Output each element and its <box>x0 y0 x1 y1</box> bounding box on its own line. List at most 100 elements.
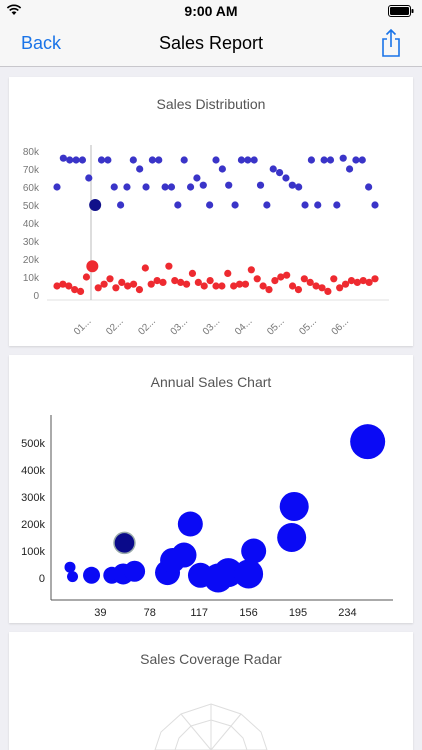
annual-sales-chart[interactable]: 0 100k 200k 300k 400k 500k 39 78 117 156 195 234 <box>9 355 413 623</box>
data-bubble <box>67 571 79 583</box>
red-data-point <box>359 277 367 285</box>
blue-data-point <box>301 201 309 209</box>
red-data-point <box>253 275 261 283</box>
red-data-point <box>86 260 99 273</box>
x-tick-label: 117 <box>190 607 208 619</box>
red-data-point <box>147 280 155 288</box>
blue-data-point <box>66 156 74 164</box>
sales-distribution-chart[interactable]: 0 10k 20k 30k 40k 50k 60k 70k 80k 01... 02... 02...… <box>9 77 413 346</box>
y-tick-label: 0 <box>39 573 45 585</box>
blue-data-point <box>256 181 265 189</box>
blue-data-point <box>231 201 239 209</box>
blue-data-point <box>89 199 102 211</box>
battery-icon <box>388 5 414 17</box>
data-bubble <box>234 559 264 589</box>
blue-data-point <box>97 156 106 164</box>
red-data-point <box>212 282 220 290</box>
data-bubble <box>64 561 76 573</box>
red-data-point <box>65 282 73 290</box>
blue-data-point <box>225 181 233 189</box>
share-icon[interactable] <box>380 28 402 58</box>
annual-sales-card: Annual Sales Chart 0 100k 200k 300k 400k 500k… <box>9 355 413 623</box>
blue-data-point <box>352 156 360 164</box>
red-data-point <box>247 266 255 274</box>
chart-title: Annual Sales Chart <box>150 374 272 390</box>
chart-title: Sales Coverage Radar <box>140 651 282 667</box>
red-data-point <box>235 280 244 288</box>
chart-title: Sales Distribution <box>156 96 266 112</box>
radar-chart[interactable] <box>9 632 413 750</box>
red-data-point <box>118 278 126 286</box>
data-bubble <box>277 523 307 552</box>
blue-data-point <box>345 165 354 173</box>
data-bubble <box>124 560 146 582</box>
y-tick-label: 400k <box>21 465 45 477</box>
blue-data-point <box>142 183 150 191</box>
red-data-point <box>135 286 144 294</box>
red-data-point <box>200 282 208 290</box>
red-data-point <box>224 269 232 277</box>
back-button[interactable]: Back <box>21 33 62 53</box>
blue-data-point <box>282 174 290 182</box>
data-bubble <box>241 538 267 564</box>
blue-data-point <box>85 174 93 182</box>
blue-data-point <box>326 156 335 164</box>
blue-data-point <box>78 156 87 164</box>
x-tick-label: 02... <box>136 316 158 338</box>
page-title: Sales Report <box>158 33 264 53</box>
x-tick-label: 02... <box>104 316 126 338</box>
blue-data-point <box>129 156 137 164</box>
x-tick-label: 39 <box>94 607 106 619</box>
red-data-point <box>59 280 67 288</box>
red-data-point <box>106 275 114 283</box>
data-bubble <box>177 511 203 537</box>
red-data-point <box>112 284 120 292</box>
blue-data-point <box>186 183 195 191</box>
red-data-point <box>371 275 379 283</box>
blue-data-point <box>295 183 303 191</box>
red-data-point <box>306 278 314 286</box>
y-tick-label: 10k <box>23 273 40 284</box>
red-data-point <box>141 264 149 272</box>
y-tick-label: 500k <box>21 438 45 450</box>
blue-data-point <box>269 165 277 173</box>
y-tick-label: 70k <box>23 165 40 176</box>
x-tick-label: 156 <box>239 607 257 619</box>
red-data-point <box>330 275 338 283</box>
blue-data-point <box>155 156 163 164</box>
blue-data-point <box>250 156 258 164</box>
red-data-point <box>312 282 320 290</box>
red-data-point <box>300 275 308 283</box>
wifi-icon <box>6 4 22 15</box>
blue-data-point <box>320 156 328 164</box>
blue-data-point <box>117 201 125 209</box>
blue-data-point <box>167 183 176 191</box>
red-data-point <box>206 277 214 285</box>
red-data-point <box>259 282 267 290</box>
red-data-point <box>76 287 85 295</box>
red-data-point <box>288 282 297 290</box>
red-data-point <box>230 282 238 290</box>
red-data-point <box>353 278 361 286</box>
red-data-point <box>94 284 102 292</box>
red-data-point <box>100 280 108 288</box>
red-data-point <box>324 287 332 295</box>
blue-data-point <box>237 156 246 164</box>
y-tick-label: 300k <box>21 492 45 504</box>
y-tick-label: 80k <box>23 147 40 158</box>
data-bubble <box>279 491 309 521</box>
red-data-point <box>53 282 61 290</box>
data-bubble <box>350 424 386 460</box>
y-tick-label: 50k <box>23 201 40 212</box>
blue-data-point <box>358 156 366 164</box>
red-data-point <box>294 286 303 294</box>
red-data-point <box>241 280 250 288</box>
blue-data-point <box>314 201 322 209</box>
status-time: 9:00 AM <box>184 3 238 19</box>
y-tick-label: 0 <box>33 291 39 302</box>
red-data-point <box>71 286 79 294</box>
blue-data-point <box>218 165 226 173</box>
x-tick-label: 78 <box>144 607 156 619</box>
x-tick-label: 03... <box>201 316 223 338</box>
blue-data-point <box>148 156 156 164</box>
